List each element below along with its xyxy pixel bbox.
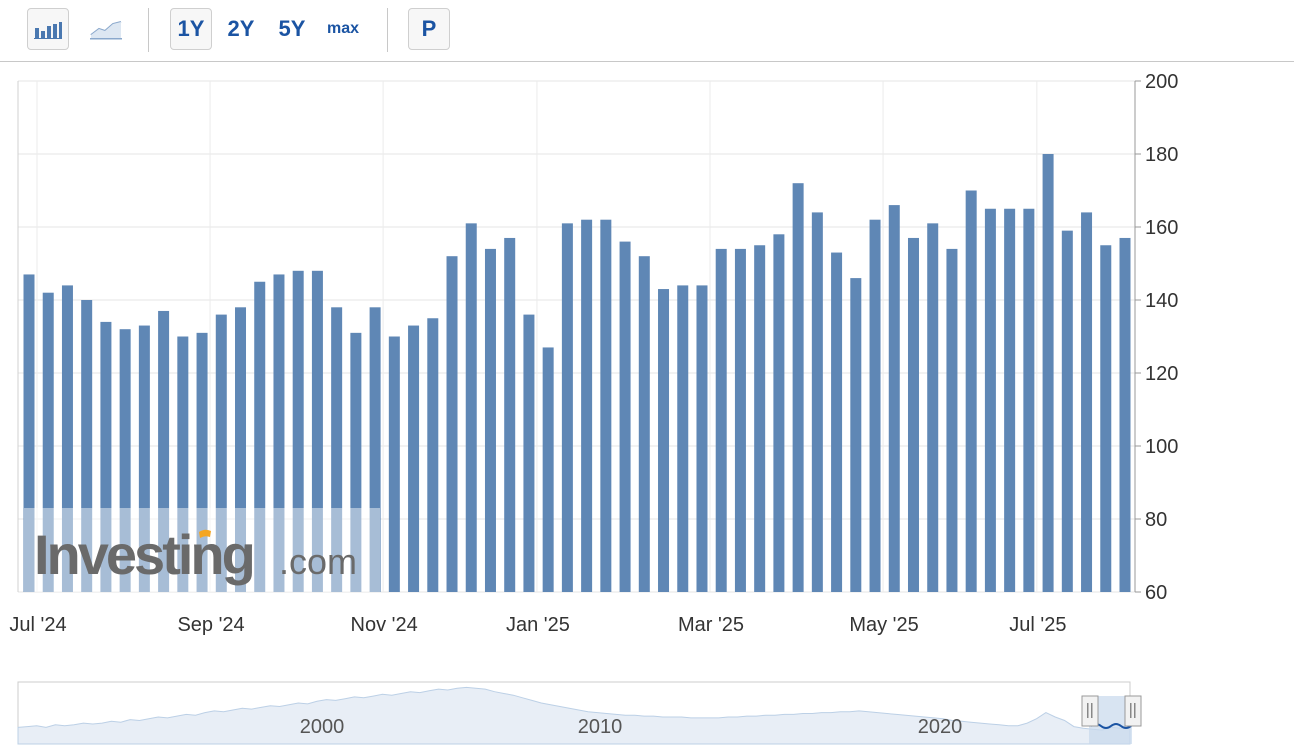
bar[interactable]	[1004, 208, 1016, 592]
y-tick-label: 60	[1145, 582, 1167, 604]
bar[interactable]	[23, 274, 35, 592]
bar[interactable]	[869, 219, 881, 592]
bar[interactable]	[1119, 237, 1131, 592]
range-1y-button[interactable]: 1Y	[170, 8, 212, 50]
x-tick-label: May '25	[849, 614, 918, 636]
bar-series	[23, 154, 1131, 593]
bar[interactable]	[100, 321, 112, 592]
bar[interactable]	[446, 256, 458, 592]
bar[interactable]	[1023, 208, 1035, 592]
bar[interactable]	[850, 278, 862, 592]
bar[interactable]	[619, 241, 631, 592]
bar[interactable]	[61, 285, 73, 592]
x-tick-label: Jul '25	[1009, 614, 1066, 636]
bar[interactable]	[81, 300, 93, 592]
bar[interactable]	[504, 237, 516, 592]
bar[interactable]	[254, 281, 266, 592]
bar[interactable]	[734, 248, 746, 592]
x-tick-label: Jan '25	[506, 614, 570, 636]
bar[interactable]	[177, 336, 189, 593]
y-axis: 60 80 100 120 140 160 180 200	[1134, 71, 1178, 604]
bar[interactable]	[369, 307, 381, 592]
navigator-label-2020: 2020	[918, 716, 963, 738]
bar[interactable]	[792, 183, 804, 592]
bar[interactable]	[965, 190, 977, 593]
bar[interactable]	[427, 318, 439, 592]
bar[interactable]	[600, 219, 612, 592]
bar[interactable]	[408, 325, 420, 592]
bar[interactable]	[831, 252, 843, 593]
bar[interactable]	[311, 270, 323, 592]
navigator[interactable]: 2000 2010 2020	[17, 681, 1142, 745]
watermark-brand: Investing	[34, 523, 253, 586]
watermark-suffix: .com	[279, 541, 357, 582]
x-tick-label: Mar '25	[678, 614, 744, 636]
bar[interactable]	[273, 274, 285, 592]
y-tick-label: 100	[1145, 436, 1178, 458]
navigator-label-2010: 2010	[578, 716, 623, 738]
bar[interactable]	[1061, 230, 1073, 592]
bar[interactable]	[677, 285, 689, 592]
toolbar-separator	[148, 8, 149, 52]
y-tick-label: 140	[1145, 290, 1178, 312]
range-2y-button[interactable]: 2Y	[227, 16, 255, 41]
bar[interactable]	[235, 307, 247, 592]
bar[interactable]	[119, 329, 131, 592]
bar[interactable]	[42, 292, 54, 592]
y-tick-label: 80	[1145, 509, 1167, 531]
bar[interactable]	[1081, 212, 1093, 592]
toolbar-separator	[387, 8, 388, 52]
bar[interactable]	[658, 289, 670, 592]
y-tick-label: 180	[1145, 144, 1178, 166]
bar[interactable]	[754, 245, 766, 592]
bar[interactable]	[292, 270, 304, 592]
chart-toolbar: 1Y 2Y 5Y max P	[0, 0, 1294, 62]
bar[interactable]	[888, 205, 900, 592]
bar[interactable]	[907, 237, 919, 592]
bar[interactable]	[331, 307, 343, 592]
line-chart-icon[interactable]	[85, 8, 127, 50]
bar[interactable]	[215, 314, 227, 592]
bar-chart-icon[interactable]	[27, 8, 69, 50]
navigator-left-handle[interactable]	[1081, 695, 1099, 727]
bar[interactable]	[773, 234, 785, 593]
watermark-flame-icon	[199, 529, 211, 538]
navigator-label-2000: 2000	[300, 716, 345, 738]
watermark-backdrop	[24, 508, 380, 592]
bar[interactable]	[561, 223, 573, 592]
x-tick-label: Nov '24	[351, 614, 418, 636]
chart-area: Investing .com 60 80 100 120 140 160 180 200 Ju…	[9, 71, 1178, 745]
bar[interactable]	[715, 248, 727, 592]
x-tick-label: Sep '24	[177, 614, 244, 636]
bar[interactable]	[138, 325, 150, 592]
range-max-button[interactable]: max	[326, 20, 360, 37]
range-5y-button[interactable]: 5Y	[278, 16, 306, 41]
bar[interactable]	[638, 256, 650, 592]
bar[interactable]	[1042, 154, 1054, 592]
navigator-series	[17, 686, 1131, 745]
bar[interactable]	[542, 347, 554, 592]
print-button[interactable]: P	[408, 8, 450, 50]
bar[interactable]	[581, 219, 593, 592]
bar[interactable]	[927, 223, 939, 592]
bar[interactable]	[523, 314, 535, 592]
y-tick-label: 120	[1145, 363, 1178, 385]
bar[interactable]	[1100, 245, 1112, 592]
y-tick-label: 200	[1145, 71, 1178, 93]
bar[interactable]	[465, 223, 477, 592]
navigator-right-handle[interactable]	[1124, 695, 1142, 727]
bar[interactable]	[984, 208, 996, 592]
bar[interactable]	[696, 285, 708, 592]
y-tick-label: 160	[1145, 217, 1178, 239]
bar[interactable]	[946, 248, 958, 592]
bar[interactable]	[158, 310, 170, 592]
bar[interactable]	[484, 248, 496, 592]
bar[interactable]	[388, 336, 400, 593]
bar[interactable]	[350, 332, 362, 592]
bar[interactable]	[811, 212, 823, 592]
investing-watermark: Investing .com	[24, 508, 380, 592]
x-axis: Jul '24 Sep '24 Nov '24 Jan '25 Mar '25 May '…	[9, 614, 1066, 636]
x-tick-label: Jul '24	[9, 614, 66, 636]
bar[interactable]	[196, 332, 208, 592]
